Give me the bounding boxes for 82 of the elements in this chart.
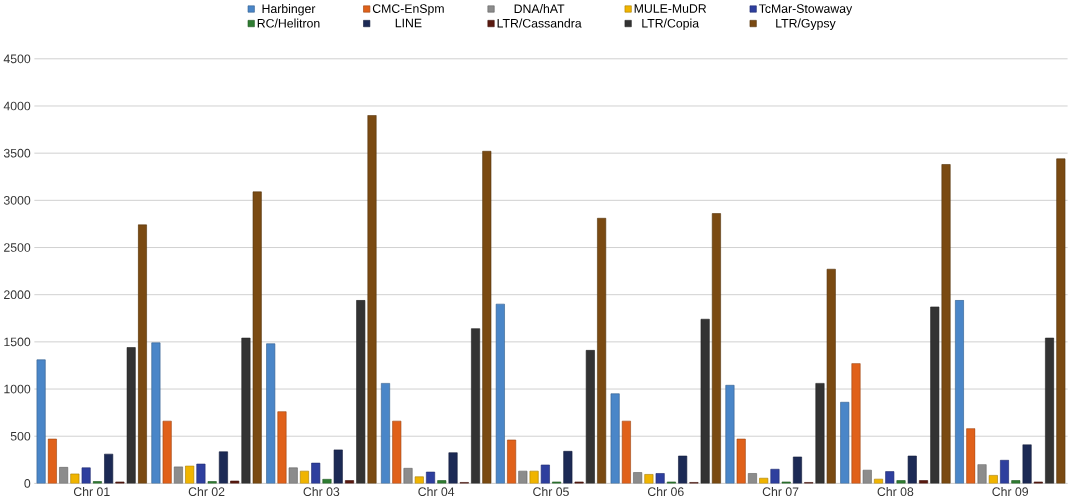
bar — [437, 480, 447, 484]
bar — [919, 480, 929, 484]
bar — [711, 213, 721, 484]
bar — [59, 466, 69, 484]
y-tick-label: 1000 — [4, 384, 31, 394]
bar — [322, 478, 332, 484]
bar — [747, 472, 757, 484]
bar — [977, 464, 987, 484]
x-tick-label: Chr 06 — [647, 486, 684, 496]
bar — [988, 474, 998, 484]
legend-label: Harbinger — [262, 3, 316, 16]
y-tick-label: 0 — [24, 478, 31, 488]
legend-label: LTR/Copia — [642, 18, 700, 30]
bar — [299, 470, 309, 484]
bar — [862, 469, 872, 484]
bar — [381, 382, 391, 484]
bar — [356, 299, 366, 484]
legend-label: MULE-MuDR — [634, 4, 707, 13]
bar — [277, 411, 287, 484]
bar — [941, 163, 951, 484]
bar — [344, 480, 354, 484]
bar — [815, 382, 825, 484]
bar — [851, 363, 861, 484]
x-tick-label: Chr 01 — [73, 486, 110, 496]
bar — [36, 359, 46, 484]
bar — [597, 217, 607, 484]
legend-label: LTR/Gypsy — [776, 18, 836, 30]
bar — [840, 401, 850, 484]
y-tick-label: 2000 — [4, 290, 31, 299]
x-tick-label: Chr 04 — [418, 486, 455, 496]
bar — [1056, 158, 1066, 484]
bar — [759, 477, 769, 484]
legend-label: DNA/hAT — [514, 3, 565, 13]
x-tick-label: Chr 02 — [188, 486, 225, 496]
bar — [367, 114, 377, 484]
bar — [1045, 337, 1055, 484]
bar — [288, 467, 298, 484]
y-tick-label: 1500 — [4, 337, 31, 346]
bar — [414, 476, 424, 484]
bar — [644, 473, 654, 484]
bar — [137, 224, 147, 484]
x-tick-label: Chr 07 — [762, 486, 799, 496]
legend-label: TcMar-Stowaway — [758, 4, 853, 16]
y-tick-label: 2500 — [4, 242, 31, 252]
bar — [403, 467, 413, 484]
bar — [266, 343, 276, 484]
bar — [173, 466, 183, 484]
bar — [896, 480, 906, 484]
x-tick-label: Chr 08 — [877, 486, 914, 496]
x-tick-label: Chr 09 — [992, 486, 1029, 496]
bar — [252, 191, 262, 484]
bar — [725, 384, 735, 484]
legend-label: LTR/Cassandra — [497, 18, 582, 28]
bar — [826, 268, 836, 484]
bar — [585, 349, 595, 484]
bar — [529, 470, 539, 484]
legend-label: RC/Helitron — [257, 18, 320, 28]
y-tick-label: 4500 — [3, 54, 31, 63]
bar — [930, 306, 940, 484]
bar — [1011, 480, 1021, 484]
bar — [518, 470, 528, 484]
x-tick-label: Chr 03 — [303, 486, 340, 496]
y-tick-label: 500 — [10, 431, 31, 441]
bar — [482, 150, 492, 484]
bar — [955, 299, 965, 484]
bar — [633, 472, 643, 484]
bar — [70, 473, 80, 484]
x-tick-label: Chr 05 — [533, 486, 569, 496]
bar — [471, 328, 481, 484]
bar — [151, 342, 161, 484]
y-tick-label: 4000 — [3, 101, 31, 111]
bar — [230, 480, 240, 484]
bar — [126, 347, 136, 484]
bar — [610, 393, 620, 484]
legend-label: CMC-EnSpm — [372, 4, 444, 16]
y-tick-label: 3000 — [3, 195, 31, 205]
bar — [185, 465, 195, 484]
bar — [700, 318, 710, 484]
bar — [495, 303, 505, 484]
legend-label: LINE — [395, 18, 422, 28]
y-tick-label: 3500 — [3, 148, 31, 158]
bar — [241, 337, 251, 484]
